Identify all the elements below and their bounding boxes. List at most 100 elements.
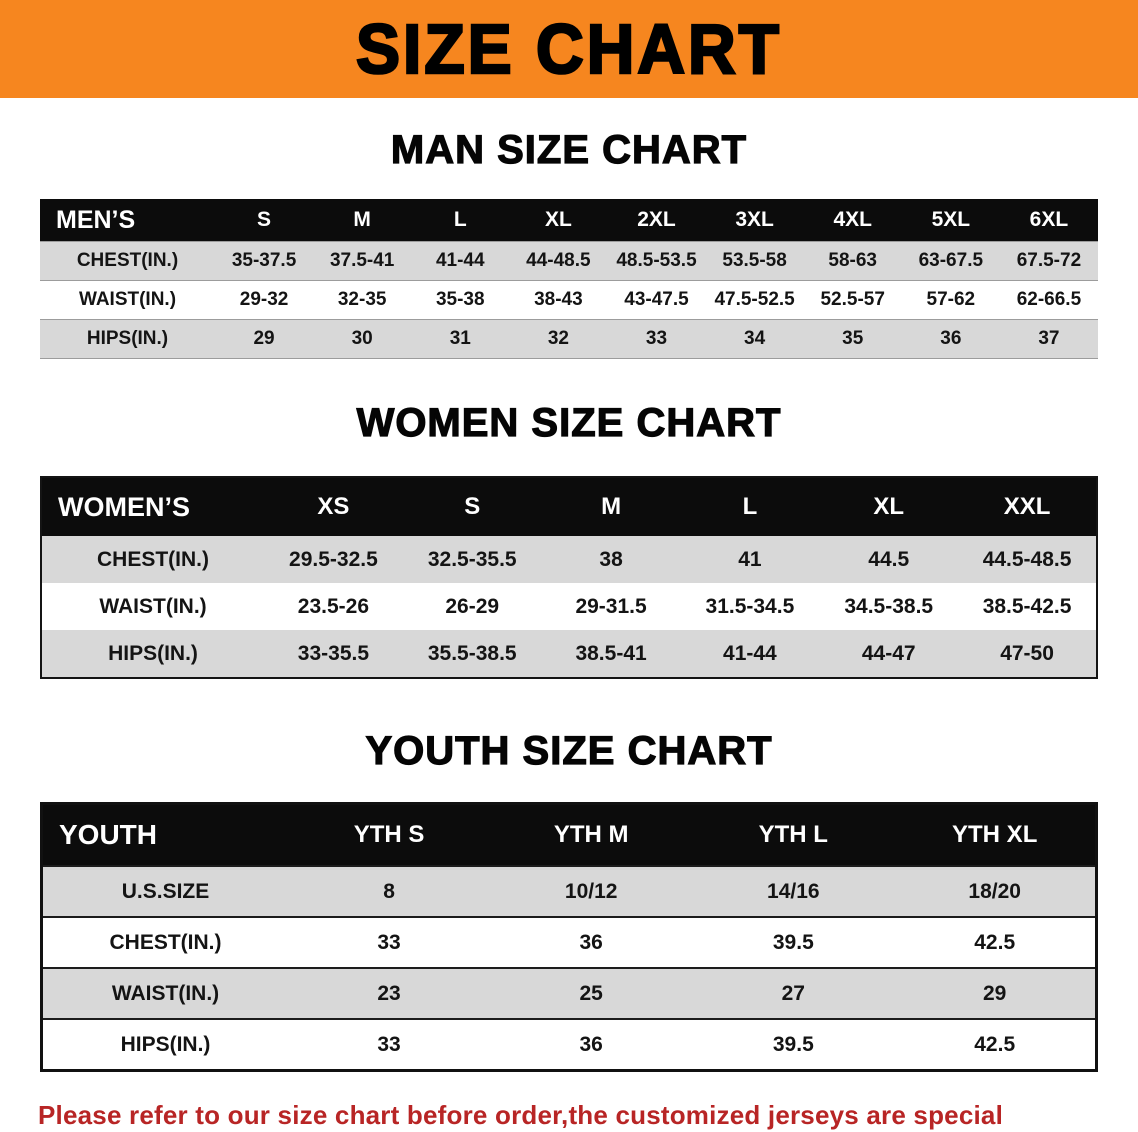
column-header: XL (819, 477, 959, 536)
column-header: YTH M (490, 803, 693, 866)
cell: 33 (645, 328, 668, 349)
cell: 29-32 (239, 289, 289, 310)
cell: 33-35.5 (297, 641, 370, 665)
cell: 67.5-72 (1016, 250, 1082, 271)
column-header: 4XL (803, 199, 902, 242)
youth-size-table: YOUTH YTH S YTH M YTH L YTH XL U.S.SIZE 8 10/12… (40, 802, 1098, 1072)
column-header: M (313, 199, 412, 242)
table-header-row: YOUTH YTH S YTH M YTH L YTH XL (41, 803, 1097, 866)
cell: 39.5 (772, 930, 814, 954)
column-header: L (680, 477, 820, 536)
cell: 47-50 (1000, 641, 1054, 665)
cell: 35.5-38.5 (427, 641, 517, 665)
cell: 36 (579, 1032, 603, 1056)
cell: 48.5-53.5 (616, 250, 697, 271)
column-header: XL (509, 199, 608, 242)
table-row: HIPS(IN.) 33 36 39.5 42.5 (41, 1019, 1097, 1071)
table-row: WAIST(IN.) 23.5-26 26-29 29-31.5 31.5-34.5 34… (41, 583, 1097, 630)
cell: 31.5-34.5 (705, 594, 795, 618)
row-label: CHEST(IN.) (97, 547, 209, 571)
table-row: WAIST(IN.) 23 25 27 29 (41, 968, 1097, 1019)
column-header: 6XL (999, 199, 1098, 242)
cell: 29 (983, 981, 1007, 1005)
row-label: HIPS(IN.) (120, 1032, 211, 1056)
row-label: WAIST(IN.) (99, 594, 207, 618)
cell: 23.5-26 (297, 594, 370, 618)
cell: 47.5-52.5 (714, 289, 795, 310)
table-row: CHEST(IN.) 33 36 39.5 42.5 (41, 917, 1097, 968)
cell: 26-29 (445, 594, 500, 618)
cell: 35-37.5 (231, 250, 297, 271)
cell: 32-35 (337, 289, 387, 310)
cell: 37 (1038, 328, 1060, 349)
row-label: HIPS(IN.) (86, 328, 169, 349)
cell: 44-48.5 (526, 250, 591, 271)
cell: 43-47.5 (624, 289, 689, 310)
column-header: XXL (958, 477, 1097, 536)
table-header-row: WOMEN’S XS S M L XL XXL (41, 477, 1097, 536)
column-header: 2XL (607, 199, 706, 242)
column-header: L (411, 199, 510, 242)
table-row: CHEST(IN.) 29.5-32.5 32.5-35.5 38 41 44.5 44.5… (41, 536, 1097, 583)
youth-size-section: YOUTH SIZE CHART YOUTH YTH S YTH M YTH L YTH… (0, 728, 1138, 1072)
cell: 63-67.5 (918, 250, 984, 271)
cell: 33 (377, 1032, 401, 1056)
men-size-table: MEN’S S M L XL 2XL 3XL 4XL 5XL 6XL CHEST(IN.) 35-37… (40, 199, 1098, 359)
cell: 8 (383, 879, 395, 903)
cell: 57-62 (926, 289, 976, 310)
cell: 29-31.5 (575, 594, 647, 618)
cell: 30 (351, 328, 373, 349)
cell: 41 (738, 547, 762, 571)
cell: 25 (579, 981, 603, 1005)
youth-size-heading: YOUTH SIZE CHART (365, 728, 773, 773)
cell: 38.5-41 (575, 641, 647, 665)
cell: 31 (449, 328, 471, 349)
column-header: YTH XL (894, 803, 1097, 866)
footer-note: Please refer to our size chart before or… (38, 1098, 1102, 1132)
table-header-row: MEN’S S M L XL 2XL 3XL 4XL 5XL 6XL (40, 199, 1098, 242)
cell: 41-44 (435, 250, 485, 271)
page-title: SIZE CHART (355, 10, 782, 88)
cell: 36 (579, 930, 603, 954)
cell: 18/20 (968, 879, 1021, 903)
banner: SIZE CHART (0, 0, 1138, 98)
cell: 38-43 (534, 289, 583, 310)
table-row: U.S.SIZE 8 10/12 14/16 18/20 (41, 866, 1097, 917)
row-label: HIPS(IN.) (108, 641, 198, 665)
column-header: S (215, 199, 314, 242)
table-row: CHEST(IN.) 35-37.5 37.5-41 41-44 44-48.5 48.5… (40, 241, 1098, 281)
footer-note-line-1: Please refer to our size chart before or… (38, 1100, 1004, 1130)
row-label: CHEST(IN.) (76, 250, 179, 271)
row-label: CHEST(IN.) (109, 930, 222, 954)
women-size-heading: WOMEN SIZE CHART (356, 400, 782, 445)
table-row: HIPS(IN.) 33-35.5 35.5-38.5 38.5-41 41-44 44-… (41, 630, 1097, 678)
cell: 37.5-41 (329, 250, 395, 271)
cell: 58-63 (828, 250, 878, 271)
column-header: 3XL (705, 199, 804, 242)
man-size-heading: MAN SIZE CHART (390, 127, 748, 172)
cell: 32.5-35.5 (427, 547, 517, 571)
row-label: U.S.SIZE (121, 879, 210, 903)
table-row: WAIST(IN.) 29-32 32-35 35-38 38-43 43-47.5 47.… (40, 280, 1098, 320)
cell: 14/16 (767, 879, 820, 903)
cell: 44.5 (868, 547, 910, 571)
women-size-table: WOMEN’S XS S M L XL XXL CHEST(IN.) 29.5-32.5 32.5… (40, 476, 1098, 679)
table-corner-label: MEN’S (40, 199, 215, 242)
cell: 44.5-48.5 (982, 547, 1072, 571)
cell: 38 (599, 547, 623, 571)
cell: 44-47 (861, 641, 916, 665)
column-header: YTH L (692, 803, 895, 866)
cell: 33 (377, 930, 401, 954)
table-corner-label: WOMEN’S (41, 477, 264, 536)
women-size-section: WOMEN SIZE CHART WOMEN’S XS S M L XL XXL CHEST(… (0, 400, 1138, 679)
table-corner-label: YOUTH (41, 803, 288, 866)
table-row: HIPS(IN.) 29 30 31 32 33 34 35 36 37 (40, 319, 1098, 359)
cell: 36 (940, 328, 962, 349)
cell: 42.5 (974, 1032, 1016, 1056)
cell: 39.5 (772, 1032, 814, 1056)
column-header: XS (264, 477, 403, 536)
cell: 35-38 (435, 289, 485, 310)
cell: 29 (253, 328, 275, 349)
column-header: YTH S (288, 803, 491, 866)
